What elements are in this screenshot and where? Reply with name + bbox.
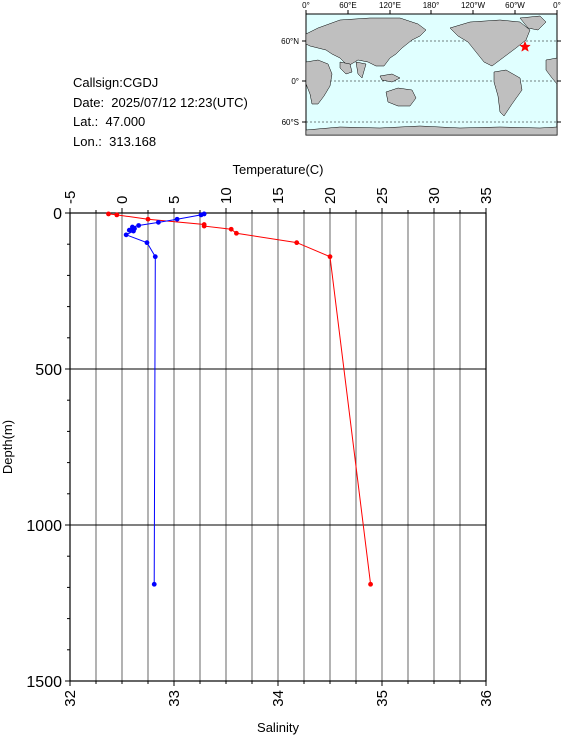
latitude-text: Lat.: 47.000 [73,114,146,129]
map-lon-tick: 120°W [461,1,486,10]
temperature-data-point [234,230,239,236]
salinity-data-point [174,216,180,222]
temperature-tick-label: 30 [426,187,443,204]
depth-ticks: 0 500 1000 1500 [26,206,70,691]
temperature-profile-line [108,213,372,585]
salinity-data-point [123,232,129,238]
data-series [106,211,373,587]
temperature-tick-label: 20 [322,187,339,204]
salinity-data-point [144,240,150,246]
date-text: Date: 2025/07/12 12:23(UTC) [73,94,248,110]
map-lat-tick: 60°N [281,37,299,46]
temperature-data-point [201,223,207,229]
temperature-tick-label: 35 [478,187,495,204]
depth-tick-label: 500 [35,362,62,379]
salinity-tick-label: 35 [374,690,391,707]
temperature-ticks: -5 0 5 10 15 20 25 30 35 [62,187,495,213]
temperature-tick-label: -5 [62,191,79,204]
map-latitude-ticks: 60°N 0° 60°S [281,37,299,127]
salinity-tick-label: 36 [478,690,495,707]
map-land [305,15,558,136]
temperature-data-point [228,226,234,232]
salinity-data-point [136,223,142,228]
temperature-data-point [106,211,111,217]
station-info: Callsign:CGDJ Date: 2025/07/12 12:23(UTC… [73,73,248,151]
map-lat-tick: 0° [291,77,299,86]
map-lon-tick: 120°E [379,1,401,10]
map-lon-tick: 60°E [339,1,356,10]
salinity-data-point [151,581,157,587]
salinity-tick-label: 32 [62,690,79,707]
temperature-data-point [294,240,300,246]
longitude-text: Lon.: 313.168 [73,133,157,149]
temperature-data-point [368,581,373,587]
temperature-tick-label: 25 [374,187,391,204]
map-lon-tick: 60°W [505,1,525,10]
map-longitude-ticks: 0° 60°E 120°E 180° 120°W 60°W 0° [302,1,561,10]
temperature-axis-label: Temperature(C) [232,162,323,177]
map-lon-tick: 180° [423,1,440,10]
map-lat-tick: 60°S [282,118,299,127]
salinity-profile-line [124,213,205,585]
salinity-tick-label: 33 [166,690,183,707]
salinity-data-point [131,228,136,234]
salinity-ticks: 32 33 34 35 36 [62,681,495,707]
callsign-text: Callsign:CGDJ [73,75,159,90]
map-lon-tick: 0° [553,1,561,10]
salinity-axis-label: Salinity [257,720,299,735]
salinity-data-point [152,254,158,260]
temperature-tick-label: 15 [270,187,287,204]
temperature-data-point [114,212,120,218]
station-marker-star [519,40,531,52]
temperature-tick-label: 5 [166,196,183,204]
salinity-data-point [198,212,204,218]
salinity-data-point [156,219,161,225]
temperature-tick-label: 10 [218,187,235,204]
salinity-tick-label: 34 [270,690,287,707]
salinity-data-point [126,227,132,233]
depth-axis-label: Depth(m) [0,420,15,474]
temperature-tick-label: 0 [114,196,131,204]
depth-tick-label: 1000 [26,518,62,535]
temperature-data-point [145,216,151,222]
depth-tick-label: 1500 [26,674,62,691]
map-lon-tick: 0° [302,1,310,10]
temperature-data-point [327,254,333,260]
chart-grid [70,213,486,681]
depth-tick-label: 0 [53,206,62,223]
